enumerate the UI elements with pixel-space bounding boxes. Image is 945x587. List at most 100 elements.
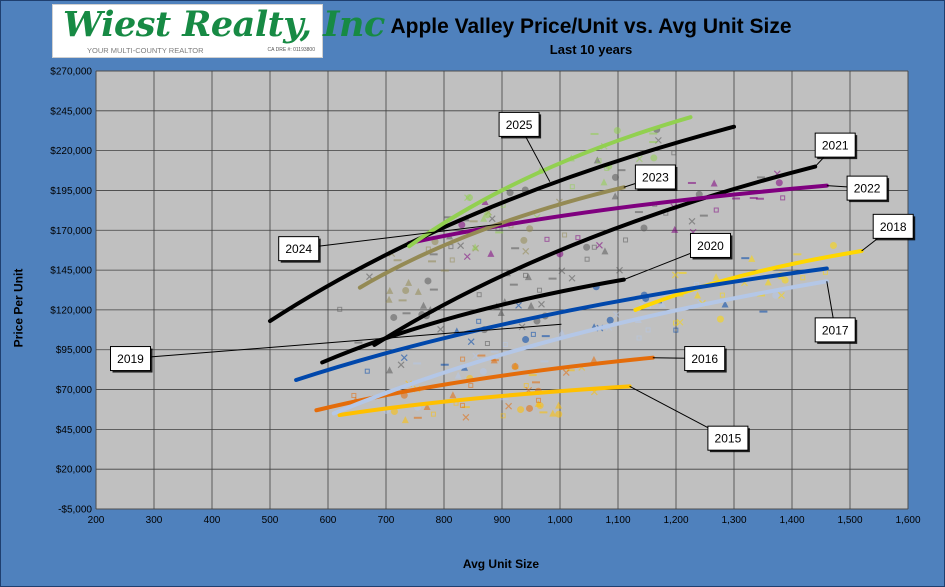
y-tick-label: $45,000 <box>56 425 93 436</box>
scatter-point <box>549 409 557 417</box>
callout-label-2018: 2018 <box>880 220 907 234</box>
trendlines <box>268 115 864 418</box>
scatter-point <box>673 320 679 326</box>
scatter-point <box>505 402 513 410</box>
scatter-point <box>623 237 629 243</box>
scatter-point <box>612 311 620 319</box>
callout-box-2015 <box>707 425 749 451</box>
x-tick-label: 400 <box>204 515 221 526</box>
scatter-point <box>555 401 563 409</box>
y-tick-label: $220,000 <box>50 146 92 157</box>
scatter-point <box>673 327 679 333</box>
scatter-point <box>716 315 724 323</box>
x-tick-label: 1,000 <box>547 515 572 526</box>
callout-label-2019: 2019 <box>117 352 144 366</box>
scatter-point <box>611 192 619 200</box>
callout-label-2017: 2017 <box>822 323 849 337</box>
scatter-point <box>558 267 566 275</box>
scatter-point <box>778 291 785 299</box>
scatter-point <box>526 225 534 233</box>
scatter-point <box>575 235 581 241</box>
x-tick-label: 600 <box>320 515 337 526</box>
x-tick-label: 1,500 <box>837 515 862 526</box>
x-tick-label: 700 <box>378 515 395 526</box>
scatter-point <box>520 236 528 244</box>
scatter-point <box>694 291 702 299</box>
callout-label-2020: 2020 <box>697 239 724 253</box>
scatter-point <box>558 328 566 336</box>
x-axis-label: Avg Unit Size <box>462 557 540 571</box>
scatter-point <box>424 277 432 285</box>
y-tick-label: $145,000 <box>50 266 92 277</box>
scatter-point <box>569 184 575 190</box>
scatter-point <box>568 274 576 282</box>
x-tick-label: 900 <box>494 515 511 526</box>
trendline-2022 <box>407 183 829 246</box>
callout-box-2025 <box>498 111 540 137</box>
callout-box-2017 <box>814 317 856 343</box>
scatter-point <box>502 341 508 347</box>
x-tick-label: 500 <box>262 515 279 526</box>
scatter-point <box>437 325 444 333</box>
scatter-point <box>366 273 373 281</box>
scatter-point <box>465 194 473 202</box>
scatter-point <box>600 178 608 186</box>
year-callouts: 2015 2016 2017 2018 2019 2020 2021 2022 2023 2024… <box>110 111 916 453</box>
scatter-point <box>463 253 471 261</box>
scatter-point <box>584 256 590 262</box>
scatter-point <box>671 150 677 156</box>
scatter-point <box>748 254 756 262</box>
scatter-point <box>829 242 837 250</box>
y-tick-label: $95,000 <box>56 345 93 356</box>
scatter-point <box>535 397 541 403</box>
scatter-point <box>483 211 491 219</box>
scatter-point <box>390 407 398 415</box>
scatter-point <box>337 306 343 312</box>
scatter-point <box>449 391 457 399</box>
scatter-point <box>460 356 466 362</box>
scatter-point <box>713 207 719 213</box>
scatter-point <box>458 221 466 229</box>
scatter-point <box>583 243 591 251</box>
x-tick-label: 1,100 <box>605 515 630 526</box>
scatter-point <box>401 416 409 424</box>
trendline-2020 <box>320 277 626 365</box>
y-tick-label: $70,000 <box>56 385 93 396</box>
logo-tagline: YOUR MULTI-COUNTY REALTOR <box>87 46 204 55</box>
x-tick-label: 1,400 <box>779 515 804 526</box>
x-tick-label: 1,200 <box>663 515 688 526</box>
callout-box-2020 <box>690 232 731 258</box>
scatter-point <box>530 331 536 337</box>
scatter-point <box>454 371 462 379</box>
scatter-point <box>423 402 431 410</box>
callout-box-2021 <box>814 132 856 158</box>
callout-box-2019 <box>110 346 151 372</box>
callout-leader-2019 <box>130 323 562 360</box>
scatter-point <box>386 286 394 294</box>
scatter-point <box>397 361 405 369</box>
x-tick-label: 800 <box>436 515 453 526</box>
scatter-point <box>721 300 729 308</box>
y-tick-label: $120,000 <box>50 305 92 316</box>
x-tick-label: 200 <box>88 515 105 526</box>
scatter-point <box>616 266 623 274</box>
scatter-point <box>476 292 482 298</box>
callout-label-2015: 2015 <box>715 432 742 446</box>
scatter-point <box>611 173 619 181</box>
scatter-point <box>517 406 525 414</box>
scatter-point <box>515 301 523 309</box>
chart-title: Apple Valley Price/Unit vs. Avg Unit Siz… <box>390 15 792 38</box>
scatter-point <box>596 241 603 249</box>
callout-box-2022 <box>846 175 888 201</box>
trendline-2024 <box>268 124 736 324</box>
scatter-point <box>459 402 465 408</box>
y-tick-label: $20,000 <box>56 465 93 476</box>
y-tick-label: $170,000 <box>50 226 92 237</box>
scatter-point <box>457 242 465 250</box>
scatter-point <box>385 295 393 303</box>
scatter-point <box>405 278 413 286</box>
trendline-2015 <box>337 384 632 418</box>
trendline-2018 <box>633 248 864 312</box>
scatter-point <box>712 273 720 281</box>
scatter-point <box>534 399 542 407</box>
